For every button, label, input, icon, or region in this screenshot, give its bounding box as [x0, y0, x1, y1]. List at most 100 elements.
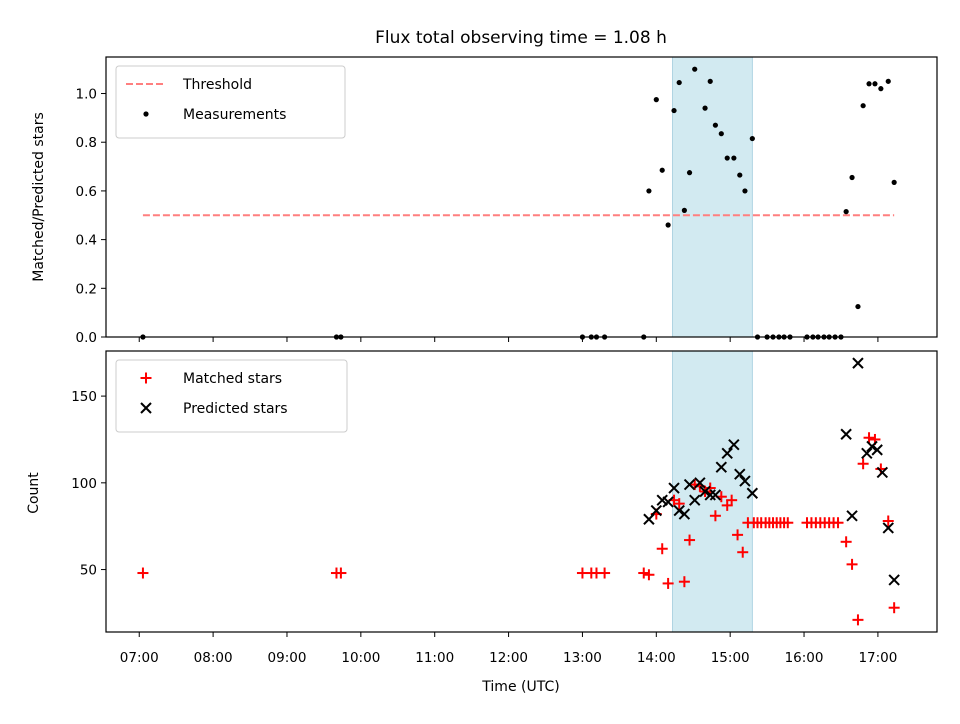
legend-label: Measurements: [183, 107, 286, 123]
matched-star-point: [846, 558, 858, 570]
predicted-star-point-b: [876, 466, 889, 479]
matched-star-point: [832, 517, 844, 529]
predicted-star-point-b: [704, 489, 716, 501]
matched-star-point: [599, 567, 611, 579]
measurement-point: [724, 155, 730, 161]
matched-star-point: [656, 543, 668, 555]
predicted-star-point: [871, 444, 883, 456]
predicted-star-point-b: [882, 522, 894, 534]
measurement-point: [702, 105, 708, 111]
predicted-star-point-b: [861, 447, 873, 460]
measurement-point: [671, 107, 677, 114]
legend-box: [115, 65, 346, 139]
measurement-point: [665, 222, 671, 228]
predicted-star-point-b: [662, 496, 674, 508]
measurement-point: [712, 122, 719, 128]
measurement-point: [659, 167, 665, 173]
measurement-point: [891, 179, 897, 185]
predicted-star-point: [746, 487, 759, 499]
x-tick-label: 11:00: [415, 650, 454, 666]
predicted-star-point: [709, 489, 722, 501]
legend: Threshold Measurements: [115, 65, 346, 139]
matched-star-point: [726, 494, 738, 506]
measurement-point: [653, 97, 659, 103]
matched-star-point: [638, 567, 650, 579]
highlight-span: [672, 56, 753, 338]
predicted-star-point-b: [852, 357, 864, 369]
x-tick-label: 17:00: [858, 650, 897, 666]
measurement-point: [866, 81, 872, 87]
legend-measurement-swatch: [143, 111, 149, 117]
x-tick-label: 07:00: [120, 650, 159, 666]
predicted-star-point: [683, 478, 696, 491]
predicted-star-point: [739, 475, 751, 487]
x-tick-label: 10:00: [341, 650, 380, 666]
y-tick-label: 1.0: [76, 87, 97, 103]
predicted-star-point-b: [871, 444, 883, 456]
predicted-star-point-b: [699, 485, 711, 498]
predicted-star-point-b: [721, 447, 733, 460]
predicted-star-point: [694, 477, 706, 489]
count-y-axis-label: Count: [26, 472, 42, 514]
matched-star-point: [643, 569, 655, 581]
matched-star-point: [704, 482, 716, 494]
measurement-point: [737, 172, 743, 178]
matched-star-point: [782, 517, 794, 529]
predicted-star-point: [728, 438, 740, 451]
y-tick-label: 0.8: [76, 135, 97, 151]
predicted-star-point-b: [739, 475, 751, 487]
matched-star-point: [335, 567, 347, 579]
y-tick-label: 0.4: [76, 233, 97, 249]
x-tick-label: 14:00: [637, 650, 676, 666]
predicted-star-point: [704, 489, 716, 501]
measurement-point: [849, 174, 855, 181]
predicted-star-point-b: [728, 438, 740, 451]
matched-star-point: [678, 576, 690, 588]
predicted-star-point: [650, 504, 663, 517]
predicted-star-point: [866, 440, 878, 453]
predicted-star-point-b: [840, 428, 852, 440]
measurement-point: [676, 79, 682, 86]
predicted-star-point-b: [683, 478, 696, 491]
y-tick-label: 150: [71, 389, 97, 405]
predicted-star-point-b: [715, 461, 728, 473]
y-tick-label: 50: [80, 563, 97, 579]
x-tick-label: 13:00: [563, 650, 602, 666]
y-tick-label: 0.6: [76, 184, 97, 200]
measurement-point: [872, 81, 878, 87]
measurement-point: [731, 155, 737, 161]
predicted-star-point: [840, 428, 852, 440]
x-tick-label: 08:00: [194, 650, 233, 666]
predicted-star-point-b: [678, 508, 691, 520]
predicted-star-point-b: [866, 440, 878, 453]
x-tick-label: 12:00: [489, 650, 528, 666]
predicted-star-point: [734, 468, 746, 480]
x-tick-label: 15:00: [711, 650, 750, 666]
predicted-star-point: [662, 496, 674, 508]
measurement-point: [843, 209, 849, 215]
measurement-point: [707, 78, 713, 84]
plot-frame: [105, 56, 938, 338]
legend-predicted-swatch-b: [140, 402, 152, 414]
matched-star-point: [662, 577, 674, 589]
predicted-star-point-b: [888, 574, 900, 586]
legend: Matched stars Predicted stars: [115, 359, 348, 433]
predicted-star-point: [846, 510, 858, 522]
measurement-point: [692, 66, 698, 72]
predicted-star-point: [668, 482, 680, 494]
predicted-star-point-b: [746, 487, 759, 499]
matched-star-point: [137, 567, 149, 579]
count-panel: 50 100 150 07:00 08:00 09:00 10:00 11:00 12:00 13…: [71, 350, 938, 666]
predicted-star-point: [876, 466, 889, 479]
measurement-point: [855, 303, 861, 310]
measurement-point: [860, 103, 866, 109]
predicted-star-point: [861, 447, 873, 460]
predicted-star-point-b: [846, 510, 858, 522]
predicted-star-point: [715, 461, 728, 473]
measurement-point: [718, 131, 724, 137]
predicted-star-point: [678, 508, 691, 520]
matched-star-point: [840, 536, 852, 548]
predicted-star-point-b: [650, 504, 663, 517]
matched-star-point: [732, 529, 744, 541]
